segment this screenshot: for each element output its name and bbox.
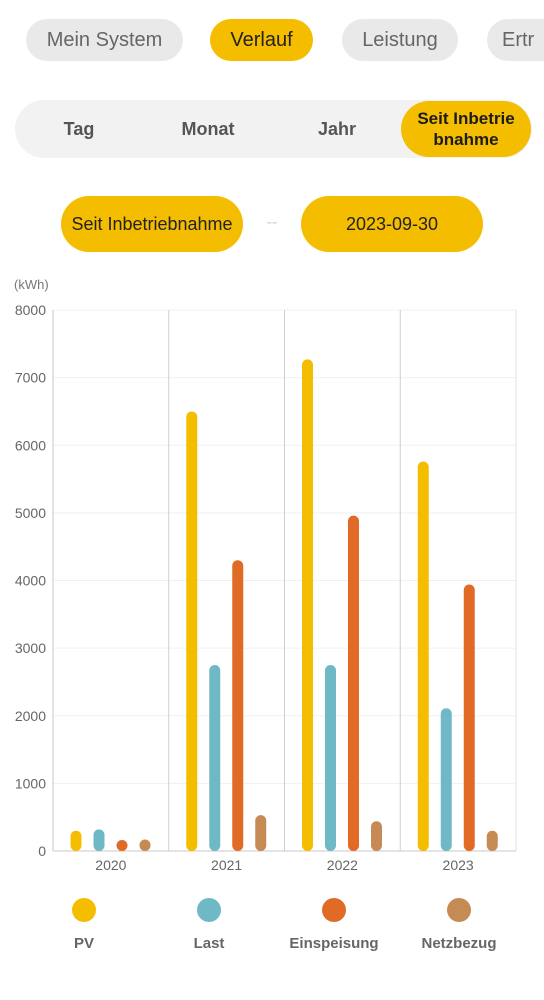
bar-pv-2020 xyxy=(70,830,82,851)
legend-item-pv[interactable]: PV xyxy=(24,898,144,952)
bar-last-2021 xyxy=(209,665,221,851)
legend-item-netzbezug[interactable]: Netzbezug xyxy=(399,898,519,952)
x-tick-label: 2021 xyxy=(211,857,242,873)
start-date-button[interactable]: Seit Inbetriebnahme xyxy=(61,196,243,252)
bar-pv-2021 xyxy=(186,411,198,851)
y-tick-label: 3000 xyxy=(15,640,46,656)
top-tab-bar: Mein System Verlauf Leistung Ertr xyxy=(0,0,544,80)
bar-einspeisung-2020 xyxy=(116,840,128,851)
bar-pv-2023 xyxy=(417,461,429,851)
y-tick-label: 4000 xyxy=(15,573,46,589)
bar-last-2022 xyxy=(325,665,336,851)
bar-last-2020 xyxy=(93,829,105,851)
y-tick-label: 6000 xyxy=(15,437,46,453)
date-range-separator: -- xyxy=(266,214,278,231)
legend-item-einspeisung[interactable]: Einspeisung xyxy=(274,898,394,952)
y-tick-label: 2000 xyxy=(15,708,46,724)
end-date-button[interactable]: 2023-09-30 xyxy=(301,196,483,252)
energy-history-chart: (kWh) 0 1000 2000 3000 4000 5000 6000 7000 8000 20… xyxy=(14,277,517,873)
tab-ertrag[interactable]: Ertr xyxy=(487,19,544,61)
legend-einspeisung-label: Einspeisung xyxy=(289,935,379,952)
bar-netzbezug-2022 xyxy=(371,821,382,851)
y-axis-unit-label: (kWh) xyxy=(14,277,49,292)
period-tab-year[interactable]: Jahr xyxy=(317,118,357,139)
tab-verlauf[interactable]: Verlauf xyxy=(210,19,313,61)
y-tick-label: 1000 xyxy=(15,775,46,791)
bar-pv-2022 xyxy=(302,359,313,851)
x-tick-label: 2023 xyxy=(443,857,474,873)
y-tick-label: 7000 xyxy=(15,370,46,386)
tab-leistung[interactable]: Leistung xyxy=(342,19,458,61)
x-tick-label: 2022 xyxy=(327,857,358,873)
legend-netzbezug-dot xyxy=(447,898,471,922)
legend-pv-label: PV xyxy=(73,935,94,952)
y-tick-label: 0 xyxy=(38,843,46,859)
period-selector: Tag Monat Jahr Seit Inbetrie bnahme xyxy=(15,100,532,158)
x-tick-label: 2020 xyxy=(95,857,126,873)
period-tab-day[interactable]: Tag xyxy=(63,118,95,139)
tab-mein-system[interactable]: Mein System xyxy=(26,19,183,61)
y-tick-label: 8000 xyxy=(15,302,46,318)
bar-netzbezug-2023 xyxy=(486,830,498,851)
period-tab-since-commissioning[interactable]: Seit Inbetrie bnahme xyxy=(401,101,531,157)
period-tab-month[interactable]: Monat xyxy=(181,118,235,139)
legend-netzbezug-label: Netzbezug xyxy=(421,935,497,952)
legend-last-label: Last xyxy=(193,935,225,952)
legend-item-last[interactable]: Last xyxy=(149,898,269,952)
legend-last-dot xyxy=(197,898,221,922)
y-tick-label: 5000 xyxy=(15,505,46,521)
legend-pv-dot xyxy=(72,898,96,922)
bar-einspeisung-2023 xyxy=(463,584,475,851)
bar-einspeisung-2021 xyxy=(232,560,244,851)
bar-last-2023 xyxy=(440,708,452,851)
bar-einspeisung-2022 xyxy=(348,515,359,851)
legend-einspeisung-dot xyxy=(322,898,346,922)
bar-netzbezug-2020 xyxy=(139,839,151,851)
bar-netzbezug-2021 xyxy=(255,815,267,851)
